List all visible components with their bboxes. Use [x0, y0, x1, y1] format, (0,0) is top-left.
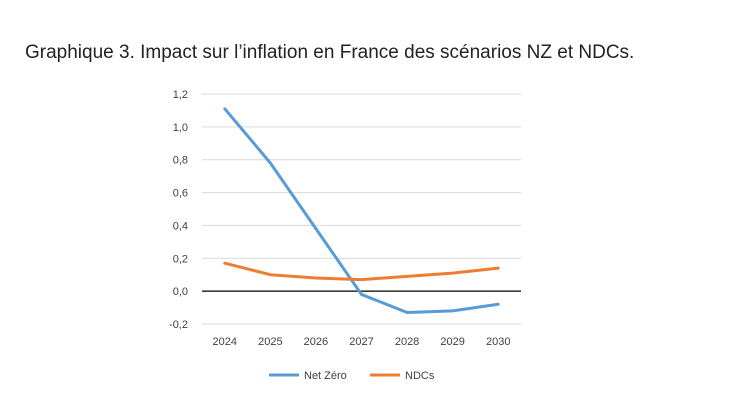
y-tick-label: 1,0 — [173, 122, 188, 134]
x-tick-label: 2028 — [395, 336, 419, 348]
series-line-net-zero — [223, 107, 500, 314]
legend-label: Net Zéro — [304, 370, 347, 382]
y-tick-label: 0,0 — [173, 286, 188, 298]
y-axis-ticks: 1,2 1,0 0,8 0,6 0,4 0,2 0,0 -0,2 — [169, 89, 188, 331]
series-lines — [223, 107, 500, 314]
y-tick-label: 1,2 — [173, 89, 188, 101]
legend-label: NDCs — [405, 370, 435, 382]
series-line-ndcs — [223, 261, 500, 282]
gridlines — [202, 93, 521, 325]
legend: Net Zéro NDCs — [269, 370, 435, 382]
chart-title: Graphique 3. Impact sur l’inflation en F… — [25, 42, 635, 63]
x-tick-label: 2030 — [486, 336, 510, 348]
x-axis-ticks: 2024 2025 2026 2027 2028 2029 2030 — [213, 336, 511, 348]
x-tick-label: 2026 — [304, 336, 328, 348]
x-tick-label: 2029 — [440, 336, 464, 348]
x-tick-label: 2024 — [213, 336, 237, 348]
y-tick-label: 0,4 — [173, 220, 188, 232]
y-tick-label: 0,8 — [173, 155, 188, 167]
y-tick-label: 0,6 — [173, 188, 188, 200]
x-tick-label: 2027 — [349, 336, 373, 348]
y-tick-label: 0,2 — [173, 253, 188, 265]
y-tick-label: -0,2 — [169, 319, 188, 331]
x-tick-label: 2025 — [258, 336, 282, 348]
